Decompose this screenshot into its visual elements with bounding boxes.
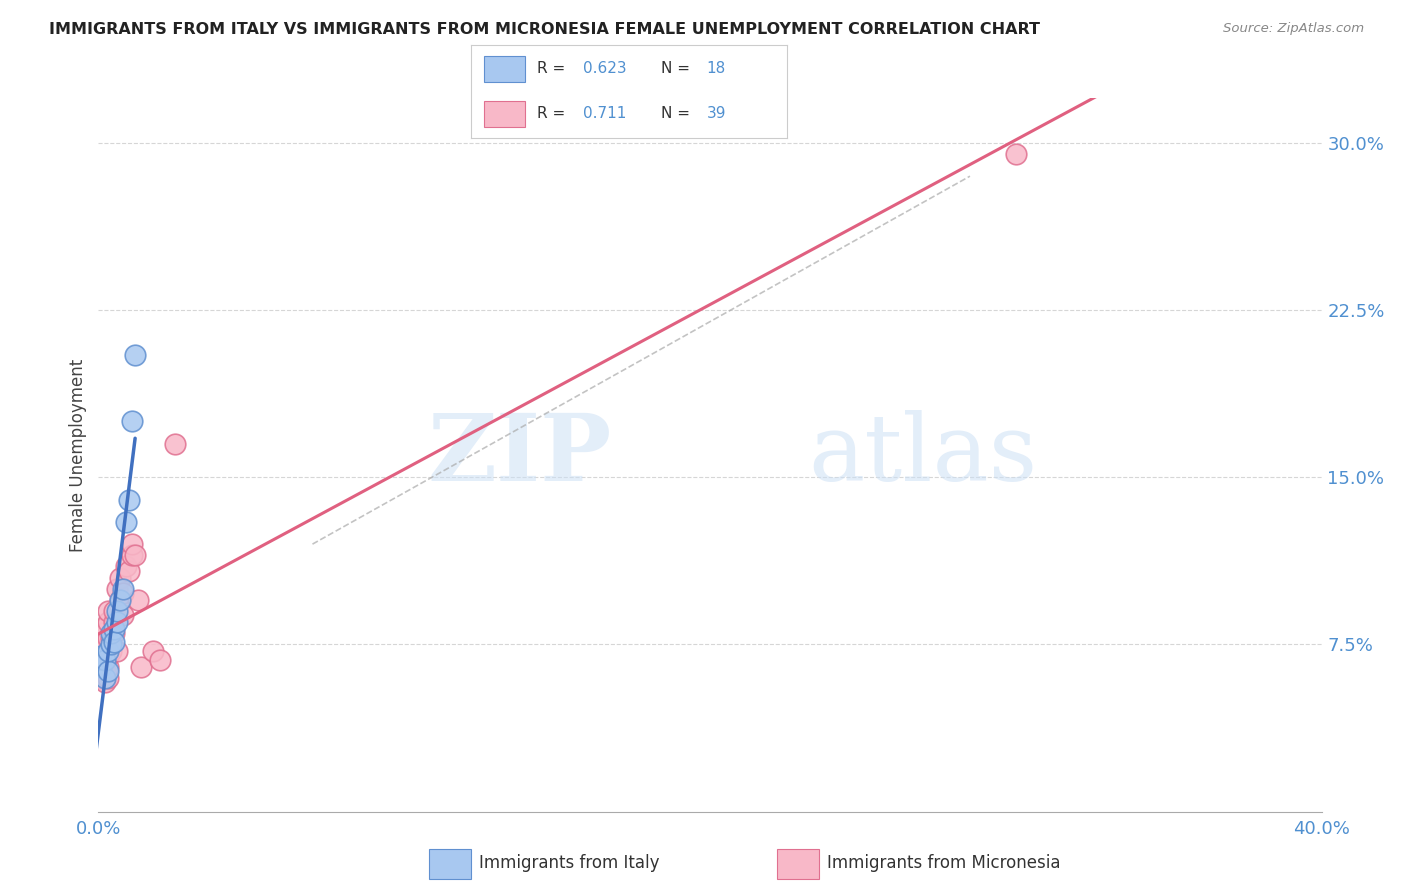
Point — [118, 492, 141, 507]
Text: atlas: atlas — [808, 410, 1038, 500]
Text: Source: ZipAtlas.com: Source: ZipAtlas.com — [1223, 22, 1364, 36]
Point — [163, 436, 186, 450]
Point — [118, 564, 141, 578]
Text: Immigrants from Italy: Immigrants from Italy — [479, 854, 659, 872]
Point — [97, 648, 120, 663]
Point — [97, 644, 120, 658]
Point — [90, 626, 112, 640]
Point — [90, 653, 112, 667]
Text: ZIP: ZIP — [427, 410, 612, 500]
Point — [129, 660, 152, 674]
Point — [105, 604, 128, 618]
Point — [93, 635, 115, 649]
Point — [93, 675, 115, 690]
Text: N =: N = — [661, 62, 695, 77]
Point — [108, 571, 131, 585]
Text: 18: 18 — [707, 62, 725, 77]
Text: IMMIGRANTS FROM ITALY VS IMMIGRANTS FROM MICRONESIA FEMALE UNEMPLOYMENT CORRELAT: IMMIGRANTS FROM ITALY VS IMMIGRANTS FROM… — [49, 22, 1040, 37]
Point — [111, 582, 134, 596]
Text: 0.623: 0.623 — [583, 62, 627, 77]
Point — [121, 548, 143, 563]
Point — [103, 626, 125, 640]
Point — [149, 653, 172, 667]
Point — [124, 548, 146, 563]
Text: 0.711: 0.711 — [583, 106, 627, 121]
Point — [115, 559, 138, 574]
Point — [93, 664, 115, 678]
Point — [97, 604, 120, 618]
Point — [105, 582, 128, 596]
Point — [111, 608, 134, 623]
Point — [100, 626, 122, 640]
Point — [93, 653, 115, 667]
Bar — [484, 101, 524, 127]
Point — [97, 671, 120, 685]
Y-axis label: Female Unemployment: Female Unemployment — [69, 359, 87, 551]
Point — [103, 604, 125, 618]
Point — [90, 644, 112, 658]
Bar — [429, 849, 471, 879]
Point — [97, 660, 120, 674]
Point — [103, 622, 125, 636]
Point — [127, 592, 149, 607]
Point — [100, 637, 122, 651]
Point — [1004, 147, 1026, 161]
Text: N =: N = — [661, 106, 695, 121]
Point — [115, 515, 138, 529]
Point — [93, 648, 115, 663]
Point — [90, 648, 112, 663]
Point — [90, 637, 112, 651]
Text: 39: 39 — [707, 106, 725, 121]
Point — [121, 537, 143, 551]
Point — [100, 631, 122, 645]
Text: Immigrants from Micronesia: Immigrants from Micronesia — [827, 854, 1060, 872]
Point — [93, 671, 115, 685]
Point — [97, 664, 120, 678]
Point — [103, 635, 125, 649]
Point — [142, 644, 165, 658]
Point — [90, 671, 112, 685]
Bar — [484, 56, 524, 82]
Point — [121, 414, 143, 429]
Point — [103, 615, 125, 630]
Point — [124, 348, 146, 362]
Point — [100, 644, 122, 658]
Bar — [778, 849, 820, 879]
Point — [90, 622, 112, 636]
Point — [108, 592, 131, 607]
Text: R =: R = — [537, 106, 575, 121]
Point — [105, 615, 128, 630]
Point — [105, 644, 128, 658]
Text: R =: R = — [537, 62, 571, 77]
Point — [97, 615, 120, 630]
Point — [97, 631, 120, 645]
Point — [108, 592, 131, 607]
Point — [90, 660, 112, 674]
Point — [90, 660, 112, 674]
Point — [111, 586, 134, 600]
